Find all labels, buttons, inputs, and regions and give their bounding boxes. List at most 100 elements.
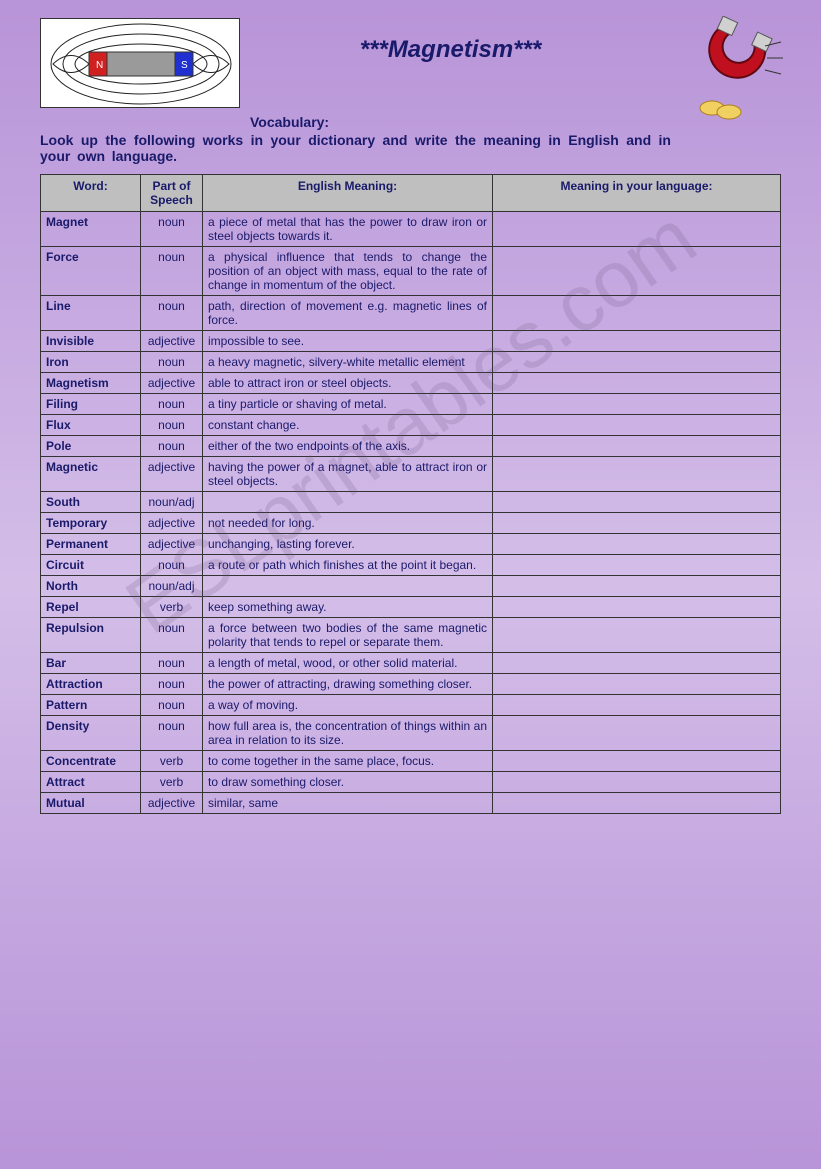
yourlang-cell[interactable] bbox=[493, 457, 781, 492]
pos-cell: adjective bbox=[141, 457, 203, 492]
pos-cell: noun bbox=[141, 653, 203, 674]
page-title: ***Magnetism*** bbox=[240, 36, 661, 64]
word-cell: Attract bbox=[41, 772, 141, 793]
pos-cell: noun bbox=[141, 618, 203, 653]
header-row: N S ***Magnetism*** bbox=[40, 18, 781, 108]
table-row: Fluxnounconstant change. bbox=[41, 415, 781, 436]
yourlang-cell[interactable] bbox=[493, 296, 781, 331]
meaning-cell: having the power of a magnet, able to at… bbox=[203, 457, 493, 492]
word-cell: Force bbox=[41, 247, 141, 296]
table-row: Invisibleadjectiveimpossible to see. bbox=[41, 331, 781, 352]
word-cell: Filing bbox=[41, 394, 141, 415]
pos-cell: adjective bbox=[141, 331, 203, 352]
horseshoe-magnet-icon bbox=[677, 16, 787, 126]
svg-text:N: N bbox=[96, 60, 103, 71]
meaning-cell: how full area is, the concentration of t… bbox=[203, 716, 493, 751]
pos-cell: adjective bbox=[141, 793, 203, 814]
col-header-english: English Meaning: bbox=[203, 175, 493, 212]
word-cell: Magnet bbox=[41, 212, 141, 247]
bar-magnet-diagram: N S bbox=[40, 18, 240, 108]
table-row: Forcenouna physical influence that tends… bbox=[41, 247, 781, 296]
meaning-cell: a force between two bodies of the same m… bbox=[203, 618, 493, 653]
word-cell: Concentrate bbox=[41, 751, 141, 772]
meaning-cell bbox=[203, 576, 493, 597]
title-block: ***Magnetism*** bbox=[240, 18, 661, 64]
pos-cell: noun bbox=[141, 436, 203, 457]
vocab-table: Word: Part of Speech English Meaning: Me… bbox=[40, 174, 781, 814]
word-cell: Density bbox=[41, 716, 141, 751]
yourlang-cell[interactable] bbox=[493, 212, 781, 247]
table-row: Linenounpath, direction of movement e.g.… bbox=[41, 296, 781, 331]
pos-cell: noun/adj bbox=[141, 576, 203, 597]
meaning-cell: the power of attracting, drawing somethi… bbox=[203, 674, 493, 695]
yourlang-cell[interactable] bbox=[493, 534, 781, 555]
pos-cell: noun bbox=[141, 394, 203, 415]
table-row: Magnetnouna piece of metal that has the … bbox=[41, 212, 781, 247]
yourlang-cell[interactable] bbox=[493, 331, 781, 352]
word-cell: Repel bbox=[41, 597, 141, 618]
yourlang-cell[interactable] bbox=[493, 751, 781, 772]
yourlang-cell[interactable] bbox=[493, 597, 781, 618]
word-cell: Permanent bbox=[41, 534, 141, 555]
table-row: Northnoun/adj bbox=[41, 576, 781, 597]
yourlang-cell[interactable] bbox=[493, 394, 781, 415]
meaning-cell: to draw something closer. bbox=[203, 772, 493, 793]
word-cell: Circuit bbox=[41, 555, 141, 576]
table-row: Ironnouna heavy magnetic, silvery-white … bbox=[41, 352, 781, 373]
pos-cell: adjective bbox=[141, 373, 203, 394]
yourlang-cell[interactable] bbox=[493, 352, 781, 373]
yourlang-cell[interactable] bbox=[493, 793, 781, 814]
meaning-cell bbox=[203, 492, 493, 513]
yourlang-cell[interactable] bbox=[493, 618, 781, 653]
yourlang-cell[interactable] bbox=[493, 695, 781, 716]
meaning-cell: a physical influence that tends to chang… bbox=[203, 247, 493, 296]
yourlang-cell[interactable] bbox=[493, 247, 781, 296]
table-row: Repelverbkeep something away. bbox=[41, 597, 781, 618]
word-cell: Magnetism bbox=[41, 373, 141, 394]
yourlang-cell[interactable] bbox=[493, 716, 781, 751]
col-header-word: Word: bbox=[41, 175, 141, 212]
pos-cell: noun bbox=[141, 695, 203, 716]
yourlang-cell[interactable] bbox=[493, 373, 781, 394]
table-row: Attractverbto draw something closer. bbox=[41, 772, 781, 793]
word-cell: Magnetic bbox=[41, 457, 141, 492]
pos-cell: noun bbox=[141, 716, 203, 751]
table-row: Magneticadjectivehaving the power of a m… bbox=[41, 457, 781, 492]
pos-cell: verb bbox=[141, 597, 203, 618]
pos-cell: noun bbox=[141, 212, 203, 247]
table-header-row: Word: Part of Speech English Meaning: Me… bbox=[41, 175, 781, 212]
yourlang-cell[interactable] bbox=[493, 555, 781, 576]
yourlang-cell[interactable] bbox=[493, 436, 781, 457]
meaning-cell: a length of metal, wood, or other solid … bbox=[203, 653, 493, 674]
word-cell: Line bbox=[41, 296, 141, 331]
meaning-cell: a piece of metal that has the power to d… bbox=[203, 212, 493, 247]
pos-cell: verb bbox=[141, 772, 203, 793]
worksheet-page: ESLprintables.com N S ***Ma bbox=[0, 0, 821, 844]
yourlang-cell[interactable] bbox=[493, 674, 781, 695]
word-cell: Iron bbox=[41, 352, 141, 373]
yourlang-cell[interactable] bbox=[493, 513, 781, 534]
pos-cell: noun bbox=[141, 247, 203, 296]
word-cell: Invisible bbox=[41, 331, 141, 352]
word-cell: South bbox=[41, 492, 141, 513]
yourlang-cell[interactable] bbox=[493, 576, 781, 597]
table-row: Filingnouna tiny particle or shaving of … bbox=[41, 394, 781, 415]
pos-cell: noun bbox=[141, 555, 203, 576]
svg-text:S: S bbox=[181, 60, 188, 71]
yourlang-cell[interactable] bbox=[493, 653, 781, 674]
table-row: Densitynounhow full area is, the concent… bbox=[41, 716, 781, 751]
yourlang-cell[interactable] bbox=[493, 415, 781, 436]
word-cell: Flux bbox=[41, 415, 141, 436]
meaning-cell: to come together in the same place, focu… bbox=[203, 751, 493, 772]
meaning-cell: not needed for long. bbox=[203, 513, 493, 534]
word-cell: Bar bbox=[41, 653, 141, 674]
table-row: Mutualadjectivesimilar, same bbox=[41, 793, 781, 814]
yourlang-cell[interactable] bbox=[493, 772, 781, 793]
meaning-cell: unchanging, lasting forever. bbox=[203, 534, 493, 555]
meaning-cell: a way of moving. bbox=[203, 695, 493, 716]
word-cell: Pole bbox=[41, 436, 141, 457]
table-row: Magnetismadjectiveable to attract iron o… bbox=[41, 373, 781, 394]
pos-cell: noun bbox=[141, 352, 203, 373]
col-header-yourlang: Meaning in your language: bbox=[493, 175, 781, 212]
yourlang-cell[interactable] bbox=[493, 492, 781, 513]
